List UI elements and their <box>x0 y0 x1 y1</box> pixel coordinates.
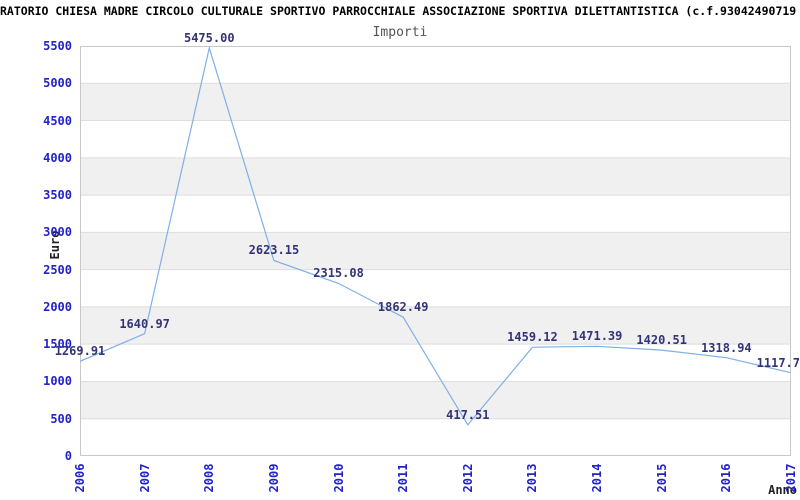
y-tick-label: 4000 <box>43 150 72 165</box>
point-label: 5475.00 <box>183 30 235 45</box>
point-label: 1862.49 <box>377 300 429 315</box>
y-tick-label: 500 <box>50 411 72 426</box>
point-label: 417.51 <box>446 407 490 422</box>
x-tick-label: 2016 <box>719 463 734 493</box>
x-tick-label: 2007 <box>137 463 152 493</box>
grid-band <box>80 83 791 121</box>
point-label: 1117.7 <box>756 355 800 370</box>
y-tick-label: 1000 <box>43 374 72 389</box>
grid-band <box>80 381 791 419</box>
x-tick-label: 2013 <box>525 463 540 493</box>
point-label: 1640.97 <box>119 316 170 331</box>
y-tick-label: 0 <box>64 449 72 463</box>
point-label: 1420.51 <box>636 333 688 348</box>
point-label: 1269.91 <box>54 344 106 359</box>
y-tick-label: 5500 <box>43 39 72 53</box>
chart-subtitle: Importi <box>372 25 428 40</box>
grid-band <box>80 306 791 345</box>
y-tick-label: 5000 <box>43 76 72 91</box>
point-label: 1318.94 <box>701 340 752 355</box>
point-label: 2315.08 <box>313 266 364 281</box>
point-label: 1459.12 <box>507 330 558 345</box>
y-tick-label: 1500 <box>43 337 72 352</box>
x-tick-label: 2009 <box>266 463 281 493</box>
y-tick-label: 3500 <box>43 188 72 203</box>
x-tick-label: 2017 <box>784 463 798 493</box>
y-tick-label: 3000 <box>43 225 72 240</box>
y-tick-label: 2000 <box>43 299 72 314</box>
x-tick-label: 2011 <box>396 463 411 493</box>
plot-border <box>80 46 791 456</box>
x-tick-label: 2015 <box>654 463 669 493</box>
y-tick-label: 2500 <box>43 262 72 277</box>
x-tick-label: 2010 <box>331 463 346 493</box>
x-tick-label: 2012 <box>460 463 475 493</box>
x-tick-label: 2006 <box>73 463 87 493</box>
series-line <box>80 46 791 426</box>
point-label: 1471.39 <box>571 329 623 344</box>
x-tick-label: 2008 <box>202 463 217 493</box>
page-title: RATORIO CHIESA MADRE CIRCOLO CULTURALE S… <box>0 4 797 18</box>
x-tick-label: 2014 <box>590 463 605 493</box>
x-axis-title: Anno <box>768 483 797 497</box>
plot-area <box>80 46 791 456</box>
grid-band <box>80 232 791 270</box>
grid-band <box>80 157 791 196</box>
chart-canvas <box>80 46 791 456</box>
y-tick-label: 4500 <box>43 113 72 128</box>
point-label: 2623.15 <box>248 243 300 258</box>
